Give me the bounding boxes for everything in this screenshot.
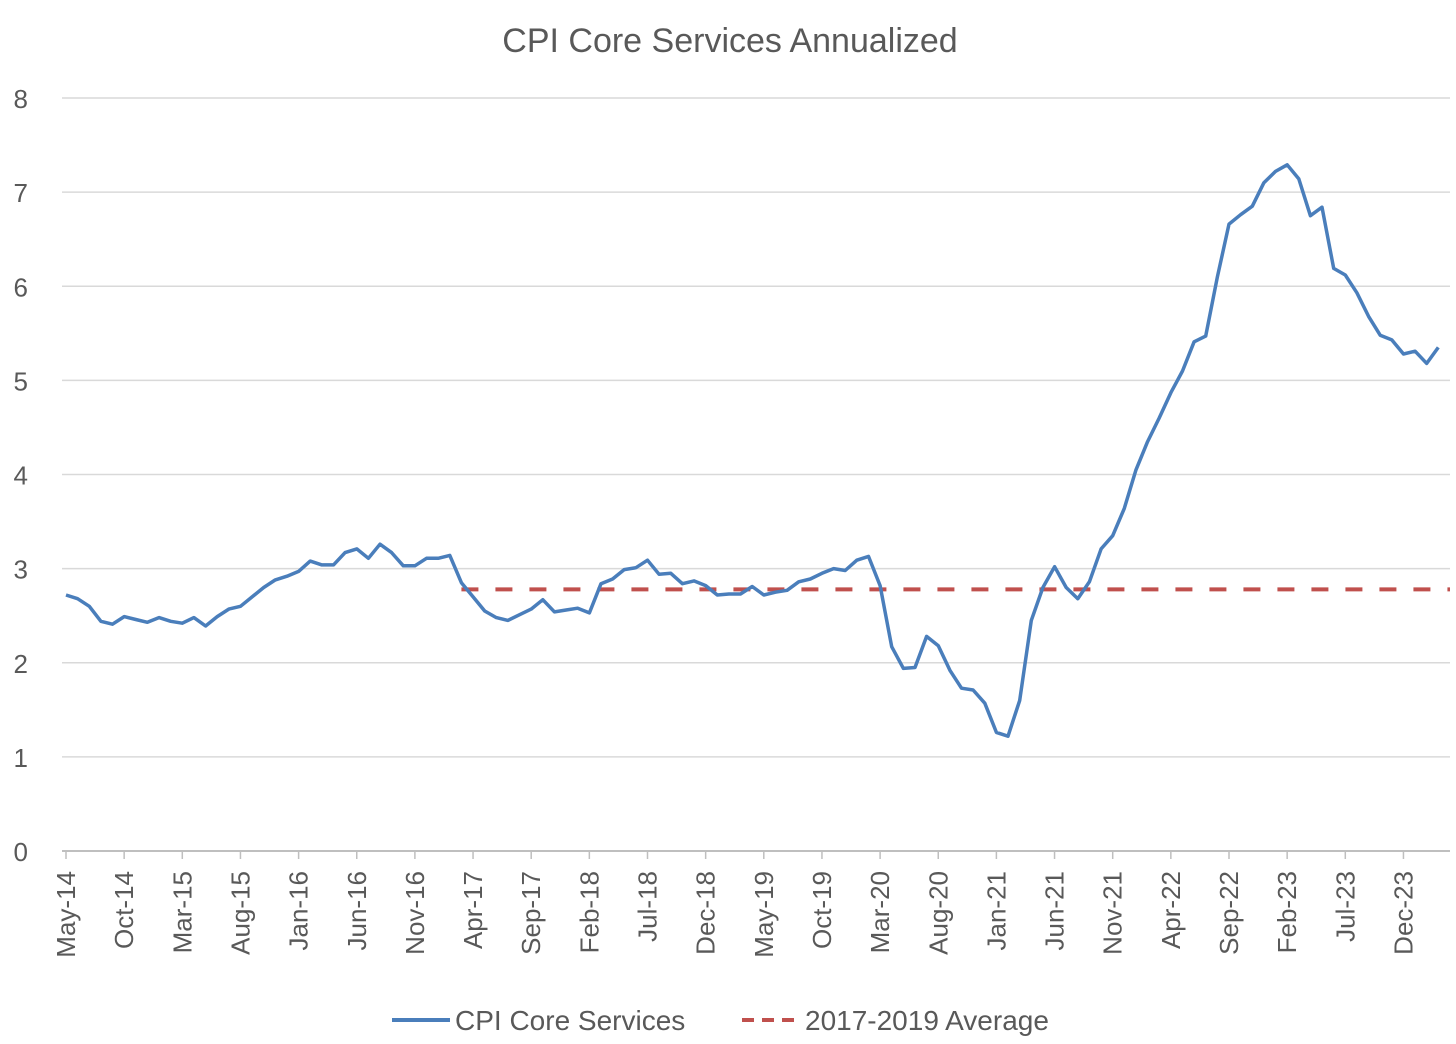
x-axis-ticks: May-14 Oct-14 Mar-15 Aug-15 Jan-16 Jun-16 Nov-… <box>51 851 1418 958</box>
x-tick-label: Aug-15 <box>225 871 255 955</box>
x-tick-label: Mar-20 <box>865 871 895 953</box>
y-tick-label: 0 <box>14 837 28 867</box>
y-tick-label: 7 <box>14 178 28 208</box>
x-tick-label: May-14 <box>51 871 81 958</box>
x-tick-label: Apr-17 <box>458 871 488 949</box>
x-tick-label: Oct-19 <box>807 871 837 949</box>
x-tick-label: Feb-23 <box>1272 871 1302 953</box>
x-tick-label: Jun-16 <box>342 871 372 951</box>
cpi-core-services-line <box>65 163 1440 738</box>
x-tick-label: Nov-21 <box>1098 871 1128 955</box>
x-tick-label: Apr-22 <box>1156 871 1186 949</box>
y-tick-label: 8 <box>14 84 28 114</box>
x-tick-label: May-19 <box>749 871 779 958</box>
series-layer <box>65 163 1450 738</box>
chart-title: CPI Core Services Annualized <box>502 22 957 60</box>
legend-label-cpi: CPI Core Services <box>455 1005 685 1036</box>
x-tick-label: Jan-21 <box>981 871 1011 951</box>
y-tick-label: 4 <box>14 461 28 491</box>
legend-label-average: 2017-2019 Average <box>805 1005 1049 1036</box>
x-tick-label: Jan-16 <box>284 871 314 951</box>
gridlines <box>62 97 1450 852</box>
x-tick-label: Mar-15 <box>167 871 197 953</box>
x-tick-label: Sep-22 <box>1214 871 1244 955</box>
y-tick-label: 2 <box>14 649 28 679</box>
y-tick-label: 3 <box>14 555 28 585</box>
x-tick-label: Jun-21 <box>1040 871 1070 951</box>
y-tick-label: 1 <box>14 743 28 773</box>
y-tick-label: 5 <box>14 366 28 396</box>
legend: CPI Core Services 2017-2019 Average <box>392 1005 1049 1036</box>
x-tick-label: Aug-20 <box>923 871 953 955</box>
y-tick-label: 6 <box>14 272 28 302</box>
x-tick-label: Jul-18 <box>633 871 663 942</box>
x-tick-label: Jul-23 <box>1330 871 1360 942</box>
x-tick-label: Oct-14 <box>109 871 139 949</box>
x-tick-label: Dec-18 <box>691 871 721 955</box>
x-tick-label: Nov-16 <box>400 871 430 955</box>
y-axis-ticks: 0 1 2 3 4 5 6 7 8 <box>14 84 28 867</box>
x-tick-label: Sep-17 <box>516 871 546 955</box>
x-tick-label: Dec-23 <box>1388 871 1418 955</box>
x-tick-label: Feb-18 <box>574 871 604 953</box>
